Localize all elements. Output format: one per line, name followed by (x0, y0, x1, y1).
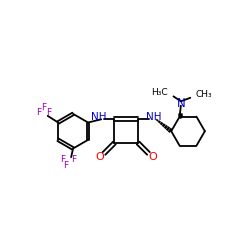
Text: F: F (36, 108, 41, 118)
Text: O: O (95, 152, 104, 162)
Text: F: F (60, 155, 65, 164)
Text: N: N (176, 97, 185, 110)
Text: O: O (148, 152, 157, 162)
Text: F: F (46, 108, 51, 118)
Text: F: F (72, 155, 77, 164)
Text: F: F (41, 103, 46, 112)
Text: NH: NH (146, 112, 162, 122)
Text: H₃C: H₃C (152, 88, 168, 98)
Text: CH₃: CH₃ (196, 90, 212, 99)
Text: F: F (64, 160, 69, 170)
Text: NH: NH (91, 112, 106, 122)
